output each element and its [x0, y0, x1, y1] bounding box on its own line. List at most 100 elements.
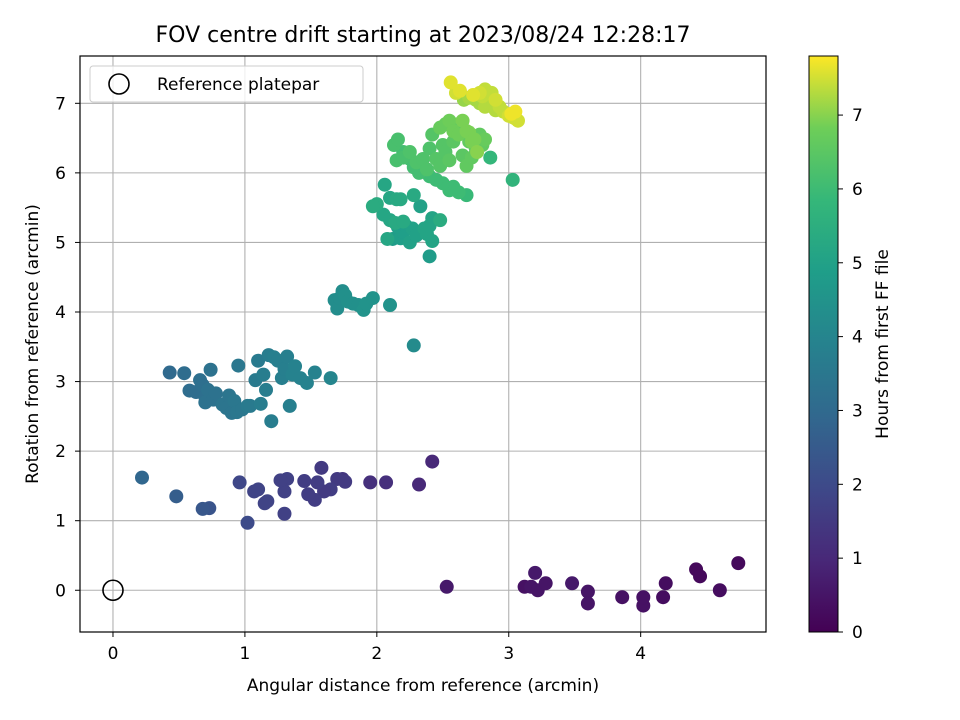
- data-point: [393, 192, 408, 207]
- data-point: [406, 188, 421, 203]
- data-point: [636, 590, 651, 605]
- legend-box: [89, 65, 364, 103]
- y-tick-label: 2: [55, 442, 66, 462]
- data-point: [282, 398, 297, 413]
- legend-entry-reference-platepar: Reference platepar: [157, 75, 319, 95]
- data-point: [658, 576, 673, 591]
- y-tick-label: 7: [55, 94, 66, 114]
- data-point: [488, 92, 503, 107]
- data-point: [232, 475, 247, 490]
- data-point: [656, 590, 671, 605]
- data-point: [280, 349, 295, 364]
- data-point: [425, 454, 440, 469]
- colorbar-gradient: [808, 55, 839, 633]
- data-point: [259, 382, 274, 397]
- data-point: [538, 576, 553, 591]
- grid: [80, 56, 766, 632]
- data-point: [288, 359, 303, 374]
- data-point: [247, 484, 262, 499]
- data-point: [277, 484, 292, 499]
- data-point: [195, 501, 210, 516]
- data-point: [419, 162, 434, 177]
- y-tick-label: 4: [55, 303, 66, 323]
- data-point: [466, 87, 481, 102]
- data-point: [406, 338, 421, 353]
- data-point: [380, 231, 395, 246]
- colorbar-ticks: 0 1 2 3 4 5 6 7: [838, 106, 863, 643]
- colorbar-tick-label: 4: [852, 328, 863, 348]
- data-point: [314, 460, 329, 475]
- colorbar-tick-label: 2: [852, 475, 863, 495]
- data-point: [580, 596, 595, 611]
- y-tick-label: 3: [55, 373, 66, 393]
- data-point: [365, 291, 380, 306]
- data-point: [483, 150, 498, 165]
- data-point: [615, 590, 630, 605]
- data-point: [433, 213, 448, 228]
- legend-marker-reference-platepar: [108, 73, 130, 95]
- y-tick-label: 1: [55, 512, 66, 532]
- data-point: [580, 584, 595, 599]
- y-axis-label: Rotation from reference (arcmin): [23, 204, 43, 484]
- data-point: [396, 214, 411, 229]
- colorbar-tick-label: 7: [852, 106, 863, 126]
- data-point: [323, 371, 338, 386]
- data-point: [307, 365, 322, 380]
- data-point: [422, 141, 437, 156]
- x-tick-label: 2: [371, 644, 382, 664]
- data-point: [135, 470, 150, 485]
- data-point: [402, 145, 417, 159]
- x-tick-label: 4: [635, 644, 646, 664]
- data-point: [162, 365, 177, 380]
- colorbar-tick-label: 3: [852, 401, 863, 421]
- data-points: [135, 75, 746, 613]
- data-point: [383, 298, 398, 313]
- chart-title: FOV centre drift starting at 2023/08/24 …: [156, 23, 691, 48]
- data-point: [231, 358, 246, 373]
- data-point: [439, 579, 454, 594]
- data-point: [565, 576, 580, 591]
- data-point: [425, 234, 440, 249]
- reference-platepar-marker: [102, 579, 124, 602]
- data-point: [712, 583, 727, 598]
- data-point: [452, 83, 467, 98]
- data-point: [301, 487, 316, 502]
- colorbar: 0 1 2 3 4 5 6 7 Hours from first FF file: [808, 55, 893, 643]
- data-point: [412, 477, 427, 492]
- x-tick-label: 3: [503, 644, 514, 664]
- data-point: [377, 177, 392, 192]
- y-tick-label: 6: [55, 164, 66, 184]
- data-point: [208, 386, 223, 401]
- data-point: [251, 353, 266, 368]
- data-point: [243, 398, 258, 413]
- data-point: [277, 506, 292, 521]
- data-point: [310, 475, 325, 490]
- y-axis-ticks: 0 1 2 3 4 5 6 7: [55, 94, 80, 601]
- data-point: [442, 153, 457, 168]
- data-point: [365, 199, 380, 214]
- data-point: [253, 396, 268, 411]
- x-axis-ticks: 0 1 2 3 4: [108, 632, 646, 664]
- data-point: [478, 132, 493, 147]
- data-point: [297, 474, 312, 489]
- data-point: [240, 515, 255, 530]
- data-point: [273, 473, 288, 488]
- colorbar-tick-label: 5: [852, 254, 863, 274]
- data-point: [505, 172, 520, 187]
- data-point: [299, 375, 314, 390]
- x-axis-label: Angular distance from reference (arcmin): [247, 676, 599, 696]
- data-point: [422, 249, 437, 264]
- colorbar-label: Hours from first FF file: [873, 249, 893, 439]
- plot-frame: [79, 55, 767, 633]
- data-point: [330, 471, 345, 486]
- colorbar-tick-label: 0: [852, 623, 863, 643]
- data-point: [264, 414, 279, 429]
- data-point: [177, 366, 192, 381]
- x-tick-label: 1: [239, 644, 250, 664]
- data-point: [256, 367, 271, 382]
- data-point: [731, 556, 746, 571]
- data-point: [169, 489, 184, 504]
- data-point: [390, 132, 405, 147]
- colorbar-tick-label: 1: [852, 549, 863, 569]
